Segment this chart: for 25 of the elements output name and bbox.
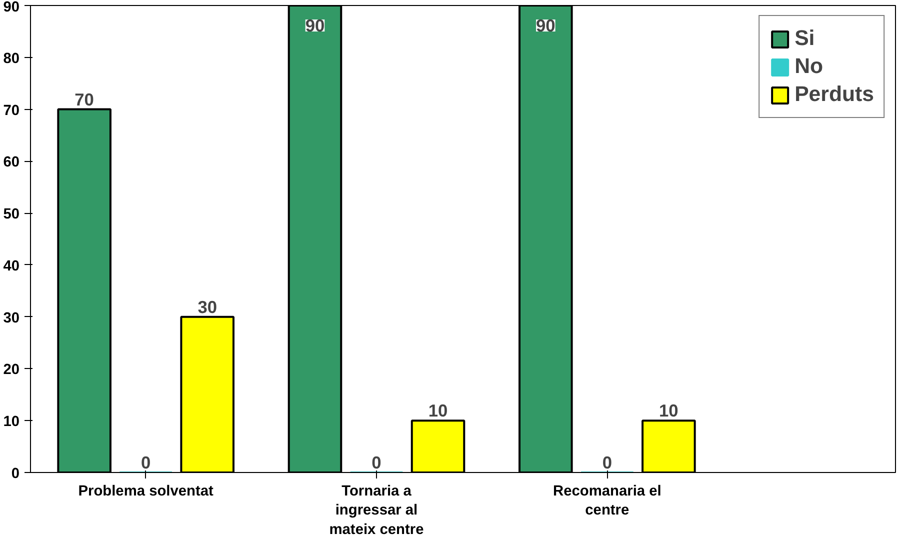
y-tick-label: 20: [3, 362, 20, 378]
data-label: 10: [428, 400, 448, 421]
data-label: 0: [141, 452, 151, 472]
y-tick-label: 40: [3, 258, 20, 274]
y-tick-label: 70: [3, 102, 20, 119]
data-label: 30: [198, 296, 217, 317]
x-tick-label: Problema solventat: [78, 484, 214, 500]
data-label: 90: [536, 16, 556, 36]
data-label: 0: [372, 452, 382, 472]
y-tick-label: 10: [3, 414, 20, 430]
y-tick-label: 50: [3, 206, 20, 223]
data-label: 0: [602, 452, 612, 472]
y-tick-label: 90: [3, 0, 20, 16]
legend-label: No: [794, 54, 824, 79]
data-label: 90: [305, 16, 325, 36]
y-tick-label: 80: [3, 50, 20, 67]
legend-label: Perduts: [794, 82, 874, 107]
data-label: 10: [659, 400, 678, 421]
y-tick-label: 0: [11, 466, 20, 482]
data-label: 70: [74, 89, 94, 110]
y-tick-label: 30: [3, 310, 20, 326]
x-tick-label: Recomanaria el centre: [552, 484, 662, 519]
x-tick-label: Tornaria a ingressar al mateix centre: [329, 484, 424, 538]
legend-label: Si: [794, 26, 815, 51]
y-tick-label: 60: [3, 154, 20, 171]
